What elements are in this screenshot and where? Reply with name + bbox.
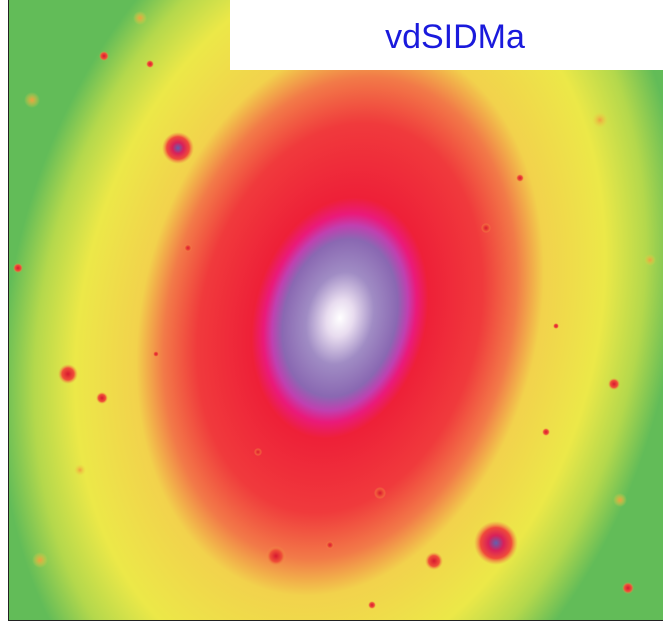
halo	[8, 0, 663, 620]
label-box	[230, 0, 663, 70]
label: vdSIDMa	[385, 18, 525, 56]
subhalos	[13, 11, 656, 609]
